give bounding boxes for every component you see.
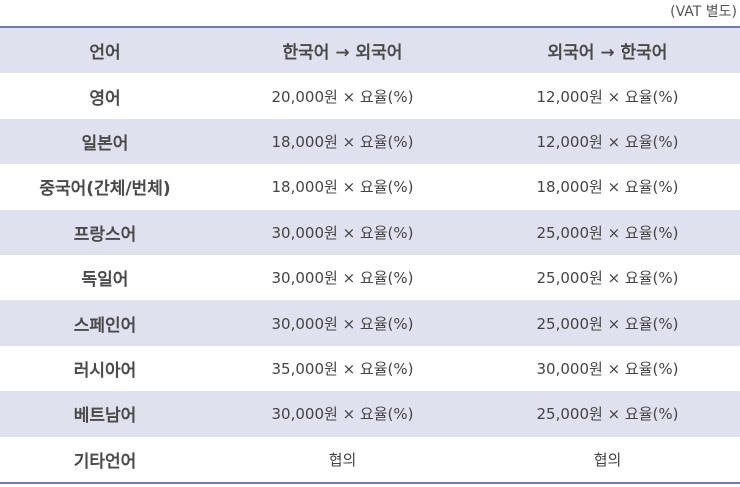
ko-to-foreign-price: 18,000원 × 요율(%) [210,118,475,165]
language-cell: 베트남어 [0,391,210,437]
table-row: 독일어 30,000원 × 요율(%) 25,000원 × 요율(%) [0,255,740,300]
table-row: 베트남어 30,000원 × 요율(%) 25,000원 × 요율(%) [0,391,740,437]
table-row: 스페인어 30,000원 × 요율(%) 25,000원 × 요율(%) [0,300,740,346]
language-cell: 스페인어 [0,300,210,346]
ko-to-foreign-price: 30,000원 × 요율(%) [210,300,475,346]
foreign-to-ko-price: 25,000원 × 요율(%) [536,269,679,288]
language-cell: 일본어 [0,118,210,165]
ko-to-foreign-price: 협의 [328,450,357,469]
foreign-to-ko-price: 12,000원 × 요율(%) [536,87,679,106]
foreign-to-ko-price: 30,000원 × 요율(%) [536,359,679,378]
language-cell: 러시아어 [73,360,137,381]
foreign-to-ko-price: 12,000원 × 요율(%) [475,118,740,165]
ko-to-foreign-price: 20,000원 × 요율(%) [271,87,414,106]
language-cell: 기타언어 [73,451,137,472]
table-row: 중국어(간체/번체) 18,000원 × 요율(%) 18,000원 × 요율(… [0,164,740,209]
translation-price-table: 언어 한국어 → 외국어 외국어 → 한국어 영어 20,000원 × 요율(%… [0,26,740,484]
language-cell: 독일어 [81,270,129,291]
header-ko-to-foreign: 한국어 → 외국어 [210,27,475,74]
foreign-to-ko-price: 25,000원 × 요율(%) [475,391,740,437]
language-cell: 중국어(간체/번체) [39,179,171,200]
table-row: 영어 20,000원 × 요율(%) 12,000원 × 요율(%) [0,73,740,118]
ko-to-foreign-price: 18,000원 × 요율(%) [271,178,414,197]
vat-note: (VAT 별도) [670,4,737,20]
table-header-row: 언어 한국어 → 외국어 외국어 → 한국어 [0,27,740,74]
table-row: 러시아어 35,000원 × 요율(%) 30,000원 × 요율(%) [0,346,740,391]
ko-to-foreign-price: 30,000원 × 요율(%) [271,269,414,288]
foreign-to-ko-price: 25,000원 × 요율(%) [475,300,740,346]
foreign-to-ko-price: 18,000원 × 요율(%) [536,178,679,197]
header-foreign-to-ko: 외국어 → 한국어 [475,27,740,74]
language-cell: 영어 [89,88,121,109]
ko-to-foreign-price: 35,000원 × 요율(%) [271,359,414,378]
table-row: 프랑스어 30,000원 × 요율(%) 25,000원 × 요율(%) [0,209,740,255]
header-language: 언어 [0,27,210,74]
foreign-to-ko-price: 협의 [593,450,622,469]
table-row: 기타언어 협의 협의 [0,437,740,483]
table-row: 일본어 18,000원 × 요율(%) 12,000원 × 요율(%) [0,118,740,165]
ko-to-foreign-price: 30,000원 × 요율(%) [210,209,475,255]
ko-to-foreign-price: 30,000원 × 요율(%) [210,391,475,437]
language-cell: 프랑스어 [0,209,210,255]
foreign-to-ko-price: 25,000원 × 요율(%) [475,209,740,255]
